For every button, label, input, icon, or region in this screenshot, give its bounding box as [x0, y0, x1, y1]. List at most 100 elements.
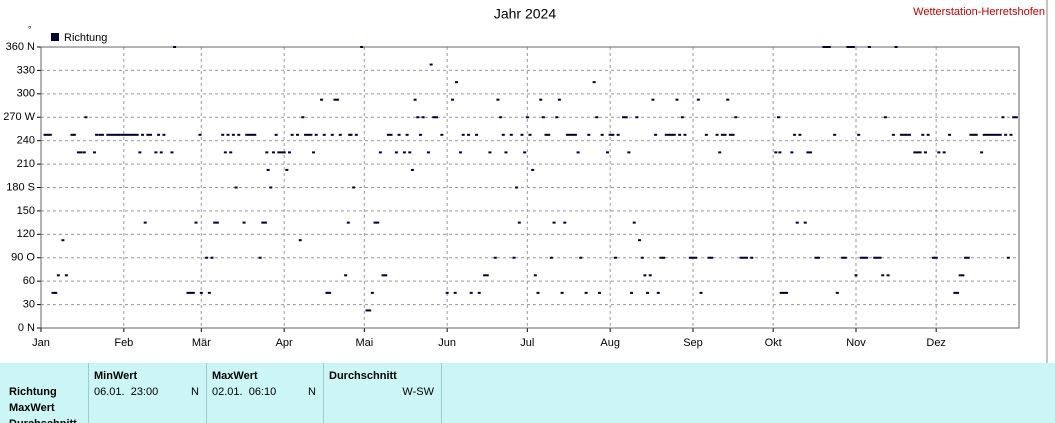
data-point [440, 133, 444, 136]
data-point [290, 133, 294, 136]
data-point [352, 186, 356, 189]
data-point [488, 151, 492, 154]
data-point [675, 98, 679, 101]
data-point [207, 291, 211, 294]
data-point [325, 291, 329, 294]
data-point [386, 133, 390, 136]
data-point [336, 98, 340, 101]
data-point [993, 133, 997, 136]
data-point [875, 256, 879, 259]
data-point [651, 98, 655, 101]
data-point [265, 151, 269, 154]
x-tick-label: Mär [192, 337, 211, 349]
data-point [43, 133, 47, 136]
data-point [122, 133, 126, 136]
data-point [571, 133, 575, 136]
data-point [969, 133, 973, 136]
data-point [734, 116, 738, 119]
data-point [592, 81, 596, 84]
data-point [229, 151, 233, 154]
data-point [683, 133, 687, 136]
y-tick-label: 90 O [11, 252, 35, 264]
data-point [520, 133, 524, 136]
data-point [114, 133, 118, 136]
data-point [849, 46, 853, 48]
y-tick-label: 330 [17, 64, 35, 76]
data-point [475, 133, 479, 136]
data-point [95, 133, 99, 136]
data-point [365, 309, 369, 312]
data-point [707, 256, 711, 259]
data-point [410, 168, 414, 171]
data-point [624, 116, 628, 119]
data-point [306, 133, 310, 136]
chart-title: Jahr 2024 [494, 6, 556, 22]
data-point [942, 151, 946, 154]
data-point [921, 133, 925, 136]
data-point [926, 133, 930, 136]
data-point [84, 116, 88, 119]
data-point [857, 133, 861, 136]
summary-table: Richtung MaxWert Durchschnitt MinWert 06.01.… [0, 363, 1055, 423]
data-point [899, 133, 903, 136]
data-point [205, 256, 209, 259]
data-point [320, 98, 324, 101]
data-point [659, 256, 663, 259]
data-point [851, 46, 855, 48]
x-tick-label: Dez [926, 337, 946, 349]
data-point [654, 133, 658, 136]
data-point [1009, 133, 1013, 136]
data-point [972, 133, 976, 136]
data-point [277, 151, 281, 154]
data-point [956, 291, 960, 294]
data-point [108, 133, 112, 136]
data-point [630, 291, 634, 294]
data-point [777, 116, 781, 119]
plot-frame [40, 46, 1020, 329]
data-point [426, 151, 430, 154]
data-point [696, 98, 700, 101]
data-point [349, 133, 353, 136]
data-point [670, 133, 674, 136]
data-point [563, 221, 567, 224]
data-point [198, 133, 202, 136]
row-label: Richtung [9, 386, 57, 398]
data-point [835, 291, 839, 294]
data-point [223, 151, 227, 154]
data-point [622, 116, 626, 119]
data-point [552, 221, 556, 224]
data-point [496, 98, 500, 101]
data-point [988, 133, 992, 136]
data-point [958, 274, 962, 277]
data-point [886, 274, 890, 277]
data-point [948, 133, 952, 136]
data-point [76, 151, 80, 154]
data-point [974, 133, 978, 136]
data-point [694, 256, 698, 259]
data-point [648, 274, 652, 277]
data-point [611, 133, 615, 136]
data-point [405, 133, 409, 136]
data-point [499, 116, 503, 119]
data-point [258, 256, 262, 259]
data-point [61, 239, 65, 242]
column-divider [441, 363, 442, 423]
data-point [894, 46, 898, 48]
data-point [106, 133, 110, 136]
data-point [376, 221, 380, 224]
data-point [750, 256, 754, 259]
chart: Jahr 2024 Wetterstation-Herretshofen Ric… [3, 0, 1048, 363]
data-point [429, 63, 433, 66]
data-point [298, 239, 302, 242]
data-point [269, 186, 273, 189]
data-point [867, 46, 871, 48]
data-point [432, 116, 436, 119]
data-point [710, 256, 714, 259]
y-tick-label: 180 S [6, 181, 35, 193]
data-point [421, 116, 425, 119]
data-point [279, 151, 283, 154]
data-point [338, 133, 342, 136]
data-point [533, 274, 537, 277]
data-point [806, 151, 810, 154]
